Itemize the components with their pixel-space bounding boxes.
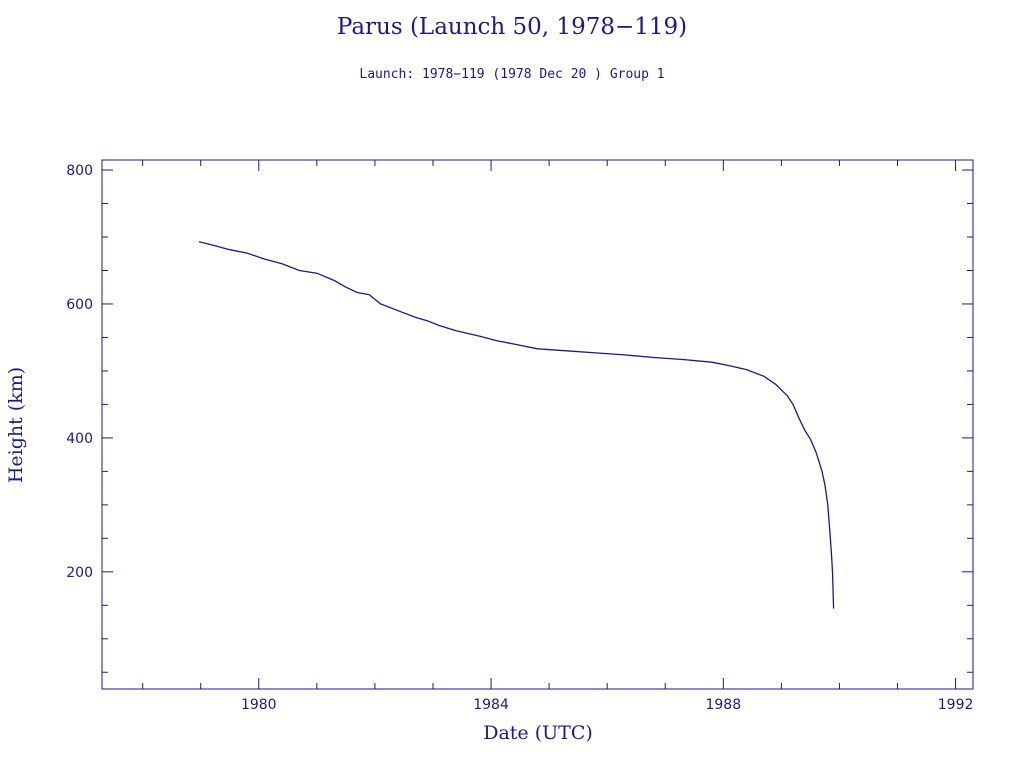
x-tick-label: 1988 bbox=[705, 697, 741, 713]
x-axis-label: Date (UTC) bbox=[483, 722, 593, 744]
y-tick-label: 800 bbox=[66, 163, 93, 179]
x-tick-label: 1984 bbox=[473, 697, 509, 713]
y-tick-label: 600 bbox=[66, 297, 93, 313]
chart-title: Parus (Launch 50, 1978−119) bbox=[336, 14, 688, 40]
axis-ticks bbox=[102, 160, 973, 689]
plot-frame bbox=[101, 159, 974, 690]
series-line-height bbox=[198, 241, 835, 609]
chart-subtitle: Launch: 1978−119 (1978 Dec 20 ) Group 1 bbox=[359, 67, 665, 82]
x-tick-label: 1992 bbox=[938, 697, 974, 713]
x-tick-label: 1980 bbox=[241, 697, 277, 713]
tick-labels: 1980 1984 1988 1992 200 400 600 800 bbox=[66, 163, 973, 713]
plot-border bbox=[101, 159, 974, 690]
y-tick-label: 200 bbox=[66, 565, 93, 581]
y-tick-label: 400 bbox=[66, 431, 93, 447]
y-axis-label: Height (km) bbox=[5, 367, 27, 483]
